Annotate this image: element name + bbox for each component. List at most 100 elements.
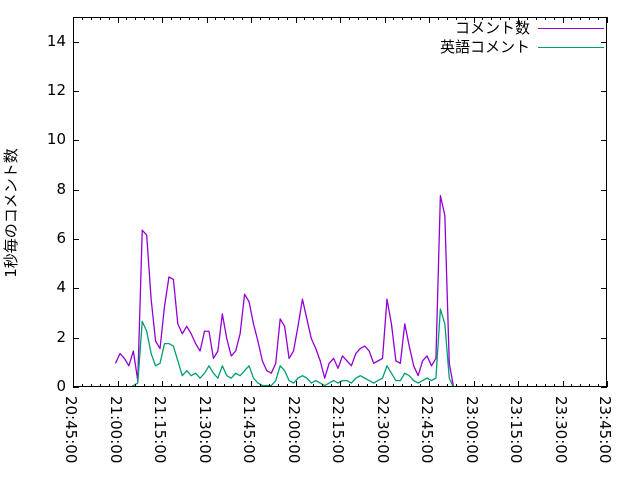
x-axis-minor-tick-top: [144, 17, 146, 20]
x-axis-minor-tick: [197, 384, 199, 387]
x-axis-minor-tick: [144, 384, 146, 387]
x-axis-minor-tick-top: [322, 17, 324, 20]
x-axis-minor-tick-top: [544, 17, 546, 20]
x-axis-minor-tick-top: [526, 17, 528, 20]
x-axis-minor-tick-top: [411, 17, 413, 20]
x-axis-tick-mark: [340, 381, 341, 387]
y-axis-tick-mark: [73, 189, 79, 191]
x-axis-minor-tick-top: [188, 17, 190, 20]
x-axis-minor-tick-top: [286, 17, 288, 20]
x-axis-minor-tick: [313, 384, 315, 387]
x-axis-tick-mark-top: [73, 17, 74, 23]
x-axis-minor-tick: [99, 384, 101, 387]
x-axis-minor-tick: [242, 384, 244, 387]
y-axis-tick-mark-right: [601, 337, 607, 339]
x-axis-minor-tick: [464, 384, 466, 387]
series-lines: [114, 194, 455, 386]
y-axis-tick-label: 0: [56, 377, 66, 395]
x-axis-tick-mark: [429, 381, 430, 387]
y-axis-tick-mark-right: [601, 189, 607, 191]
y-axis-tick-mark: [73, 337, 79, 339]
x-axis-tick-mark: [162, 381, 163, 387]
x-axis-tick-mark: [518, 381, 519, 387]
x-axis-minor-tick-top: [464, 17, 466, 20]
legend-entry-english-comment: 英語コメント: [438, 38, 604, 57]
x-axis-tick-mark: [562, 381, 564, 387]
x-axis-minor-tick: [366, 384, 368, 387]
x-axis-minor-tick-top: [446, 17, 448, 20]
x-axis-minor-tick-top: [224, 17, 226, 20]
x-axis-tick-mark-top: [117, 17, 119, 23]
x-axis-minor-tick: [268, 384, 270, 387]
x-axis-minor-tick-top: [135, 17, 137, 20]
x-axis-minor-tick-top: [277, 17, 279, 20]
y-axis-tick-mark-right: [601, 41, 607, 43]
x-axis-minor-tick-top: [420, 17, 422, 20]
legend-entry-comment-count: コメント数: [438, 19, 604, 38]
legend-label-comment-count: コメント数: [454, 19, 530, 37]
x-axis-minor-tick: [259, 384, 261, 387]
x-axis-minor-tick: [437, 384, 439, 387]
y-axis-tick-mark-right: [601, 140, 607, 142]
series-line-english-comment: [131, 308, 454, 386]
x-axis-minor-tick-top: [108, 17, 110, 20]
x-axis-minor-tick-top: [393, 17, 395, 20]
x-axis-tick-mark-top: [340, 17, 341, 23]
x-axis-minor-tick-top: [482, 17, 484, 20]
x-axis-minor-tick: [571, 384, 573, 387]
x-axis-minor-tick: [544, 384, 546, 387]
x-axis-minor-tick-top: [242, 17, 244, 20]
x-axis-minor-tick-top: [268, 17, 270, 20]
x-axis-tick-mark: [251, 381, 252, 387]
y-axis-tick-label: 10: [46, 130, 66, 149]
x-axis-minor-tick: [589, 384, 591, 387]
x-axis-minor-tick-top: [170, 17, 172, 20]
x-axis-minor-tick-top: [366, 17, 368, 20]
x-axis-minor-tick: [500, 384, 502, 387]
x-axis-minor-tick: [402, 384, 404, 387]
y-axis-tick-label: 8: [56, 179, 66, 198]
x-axis-minor-tick: [348, 384, 350, 387]
y-axis-tick-mark: [73, 387, 79, 388]
x-axis-minor-tick-top: [580, 17, 582, 20]
x-axis-minor-tick: [446, 384, 448, 387]
y-axis-tick-mark-right: [601, 239, 607, 240]
x-axis-minor-tick: [509, 384, 511, 387]
x-axis-tick-label: 21:00:00: [106, 396, 125, 464]
x-axis-minor-tick-top: [331, 17, 333, 20]
x-axis-tick-label: 23:15:00: [507, 396, 525, 464]
legend-swatch-comment-count: [538, 28, 604, 29]
y-axis-tick-mark: [73, 140, 79, 142]
y-axis-tick-label: 6: [56, 229, 66, 247]
x-axis-tick-mark-top: [518, 17, 519, 23]
x-axis-minor-tick: [179, 384, 181, 387]
x-axis-tick-mark-top: [295, 17, 297, 23]
x-axis-tick-mark-top: [562, 17, 564, 23]
x-axis-minor-tick: [188, 384, 190, 387]
x-axis-minor-tick-top: [571, 17, 573, 20]
x-axis-minor-tick: [411, 384, 413, 387]
x-axis-minor-tick: [81, 384, 83, 387]
x-axis-minor-tick: [491, 384, 493, 387]
x-axis-minor-tick-top: [90, 17, 92, 20]
x-axis-tick-label: 20:45:00: [62, 396, 80, 464]
x-axis-minor-tick: [322, 384, 324, 387]
x-axis-tick-label: 22:30:00: [373, 396, 392, 464]
y-axis-tick-label: 2: [56, 327, 66, 346]
x-axis-minor-tick: [375, 384, 377, 387]
x-axis-tick-mark-top: [206, 17, 208, 23]
x-axis-minor-tick-top: [500, 17, 502, 20]
x-axis-minor-tick-top: [313, 17, 315, 20]
x-axis-tick-label: 21:30:00: [195, 396, 214, 464]
x-axis-tick-mark: [117, 381, 119, 387]
y-axis-tick-mark-right: [601, 91, 607, 92]
x-axis-minor-tick-top: [455, 17, 457, 20]
x-axis-minor-tick: [108, 384, 110, 387]
x-axis-tick-label: 22:00:00: [284, 396, 303, 464]
y-axis-tick-mark: [73, 41, 79, 43]
x-axis-minor-tick: [135, 384, 137, 387]
legend-swatch-english-comment: [538, 47, 604, 48]
plot-area: [73, 17, 607, 387]
x-axis-minor-tick: [153, 384, 155, 387]
x-axis-minor-tick-top: [197, 17, 199, 20]
